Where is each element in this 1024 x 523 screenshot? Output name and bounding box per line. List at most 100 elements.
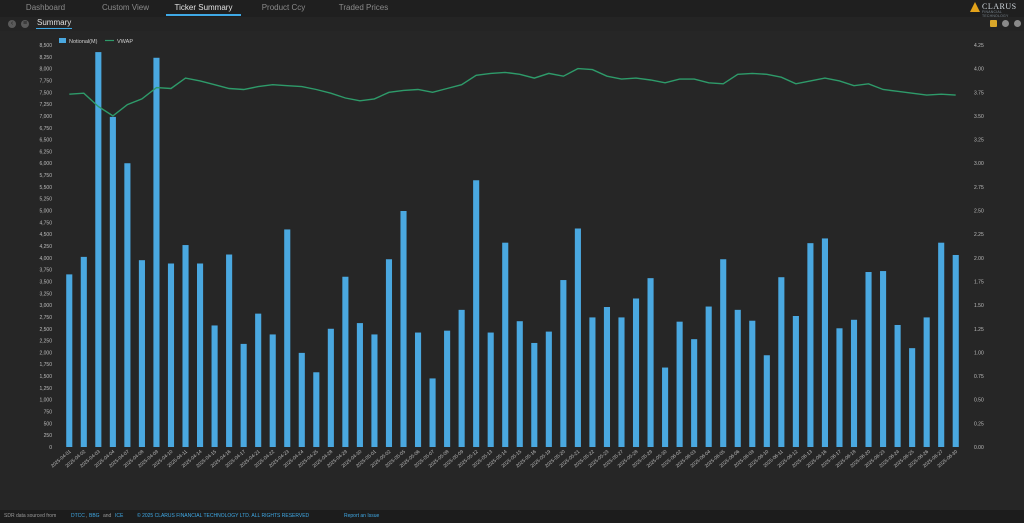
clarus-logo[interactable]: CLARUS FINANCIAL TECHNOLOGY [970,1,1018,18]
y-left-tick-label: 4,000 [39,256,52,262]
y-left-tick-label: 7,750 [39,78,52,84]
y-left-tick-label: 7,500 [39,90,52,96]
bar [807,243,814,447]
legend-label-notional[interactable]: Notional(M) [69,39,98,45]
bar [429,378,436,447]
footer-link-dtcc[interactable]: DTCC [71,513,85,519]
y-left-tick-label: 3,250 [39,291,52,297]
bar [778,277,785,447]
y-right-tick-label: 3.00 [974,161,984,167]
tab-custom-view[interactable]: Custom View [102,3,149,12]
back-icon[interactable]: ‹ [8,20,16,28]
bar [153,57,160,447]
y-left-tick-label: 6,750 [39,126,52,132]
bar [95,52,102,447]
footer-comma: , [86,513,88,519]
bar [458,309,465,447]
y-right-tick-label: 0.50 [974,398,984,404]
y-left-tick-label: 8,250 [39,55,52,61]
bar [792,315,799,447]
bar [385,259,393,447]
bar [880,271,887,447]
footer-link-ice[interactable]: ICE [115,513,124,519]
footer-copyright: © 2025 CLARUS FINANCIAL TECHNOLOGY LTD. … [137,513,310,519]
bar [603,307,611,447]
legend-label-vwap[interactable]: VWAP [117,39,133,45]
y-right-tick-label: 4.00 [974,67,984,73]
bar [473,180,480,447]
bar [531,342,538,447]
tab-dashboard[interactable]: Dashboard [25,3,66,12]
y-left-tick-label: 7,250 [39,102,52,108]
export-icon[interactable] [990,20,997,27]
vwap-line [69,67,956,117]
y-left-tick-label: 3,000 [39,303,52,309]
bar [226,254,233,447]
bar [313,372,320,447]
y-left-tick-label: 2,500 [39,327,52,333]
y-right-tick-label: 1.75 [974,279,984,285]
bar [691,339,698,447]
bar [109,116,116,448]
y-left-tick-label: 1,250 [39,386,52,392]
y-left-tick-label: 500 [44,421,53,427]
bar [240,343,247,447]
bar [167,263,175,447]
y-right-tick-label: 3.50 [974,114,984,120]
y-left-tick-label: 7,000 [39,114,52,120]
bar [298,352,305,447]
bar [560,280,567,447]
y-left-tick-label: 8,500 [39,43,52,49]
footer: SDR data sourced from DTCC , BBG and ICE… [0,510,1024,523]
tab-product-ccy[interactable]: Product Ccy [261,3,306,12]
y-left-tick-label: 5,250 [39,197,52,203]
menu-icon[interactable]: ≡ [21,20,29,28]
settings-icon[interactable] [1002,20,1009,27]
legend-swatch-notional [59,38,66,43]
bar [269,334,276,447]
bar [923,317,930,447]
bar [371,334,378,447]
line-series [69,67,956,117]
footer-link-bbg[interactable]: BBG [89,513,100,519]
y-left-tick-label: 6,500 [39,138,52,144]
bar [80,256,87,447]
y-left-tick-label: 6,000 [39,161,52,167]
y-right-tick-label: 1.00 [974,350,984,356]
bar [952,254,959,447]
help-icon[interactable] [1014,20,1021,27]
tab-summary[interactable]: Summary [36,18,73,29]
bar [182,245,189,447]
ticker-summary-chart: Notional(M) VWAP 0 250 500 750 1,000 1,250 1,5… [0,32,1024,510]
y-left-tick-label: 250 [44,433,53,439]
bar [284,229,291,447]
y-left-tick-label: 3,750 [39,268,52,274]
bar [545,331,552,447]
y-right-tick-label: 2.00 [974,256,984,262]
y-left-tick-label: 750 [44,410,53,416]
top-navigation: Dashboard Custom View Ticker Summary Pro… [0,0,1024,18]
tab-traded-prices[interactable]: Traded Prices [338,3,389,12]
y-right-tick-label: 3.75 [974,90,984,96]
bar [255,313,262,447]
bar-series [66,52,959,448]
y-left-tick-label: 1,000 [39,398,52,404]
y-left-tick-label: 4,250 [39,244,52,250]
y-left-tick-label: 5,750 [39,173,52,179]
chart-svg: Notional(M) VWAP 0 250 500 750 1,000 1,250 1,5… [39,38,984,469]
footer-and: and [103,513,112,519]
y-right-tick-label: 3.25 [974,138,984,144]
y-axis-right: 0.00 0.25 0.50 0.75 1.00 1.25 1.50 1.75 2.00 2.25… [974,43,984,451]
logo-subtext: FINANCIAL TECHNOLOGY [982,10,1009,18]
y-left-tick-label: 4,500 [39,232,52,238]
bar [66,274,73,447]
bar [938,242,945,447]
bar [909,348,916,447]
bar [487,332,494,447]
report-issue-link[interactable]: Report an Issue [344,513,380,519]
tab-ticker-summary[interactable]: Ticker Summary [166,0,241,16]
y-left-tick-label: 6,250 [39,149,52,155]
bar [327,328,334,447]
y-right-tick-label: 0.75 [974,374,984,380]
bar [749,320,756,447]
